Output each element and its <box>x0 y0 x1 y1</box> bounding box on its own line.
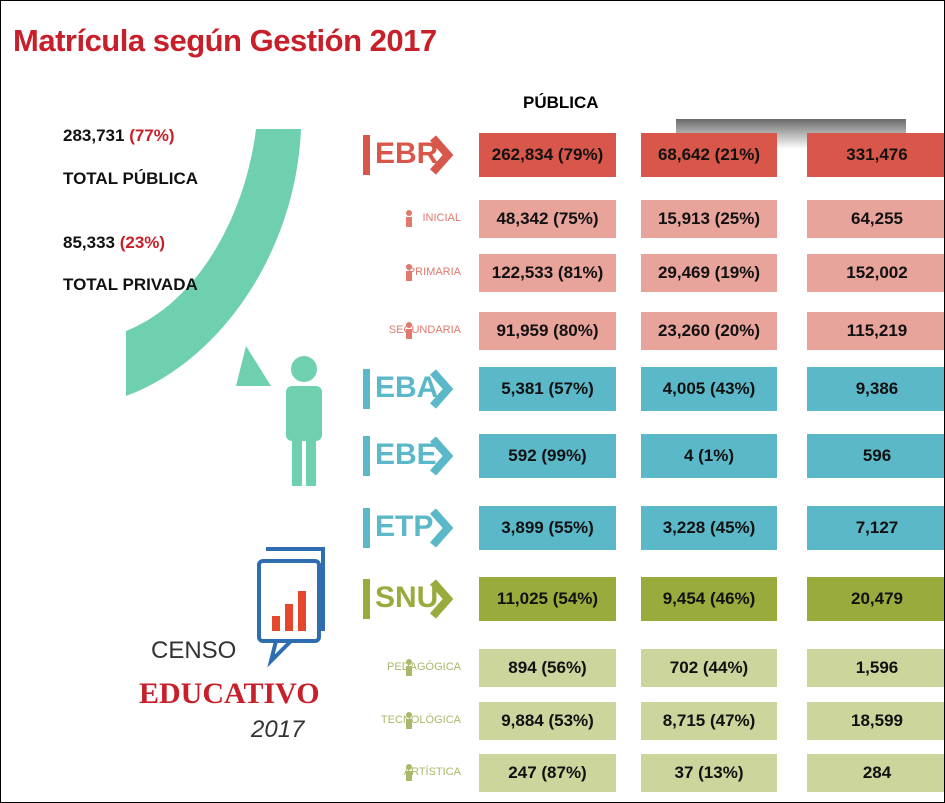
logo-line: 2017 <box>251 716 304 744</box>
value: 283,731 <box>63 126 124 145</box>
cell: 48,342 (75%) <box>479 200 616 238</box>
infographic: Matrícula según Gestión 2017 283,731 (77… <box>0 0 945 803</box>
sub-label: SECUNDARIA <box>341 324 461 336</box>
page: Matrícula según Gestión 2017 283,731 (77… <box>0 0 945 803</box>
cell: 3,228 (45%) <box>641 506 777 550</box>
cell: 37 (13%) <box>641 754 777 792</box>
cell: 68,642 (21%) <box>641 133 777 177</box>
pct: (77%) <box>129 126 174 145</box>
sub-label: PRIMARIA <box>341 266 461 278</box>
cell: 64,255 <box>807 200 945 238</box>
cell: 262,834 (79%) <box>479 133 616 177</box>
cell: 3,899 (55%) <box>479 506 616 550</box>
cell: 15,913 (25%) <box>641 200 777 238</box>
cell: 7,127 <box>807 506 945 550</box>
cell: 9,884 (53%) <box>479 702 616 740</box>
private-total: 85,333 (23%) <box>63 233 165 253</box>
arrow-tip <box>236 346 271 386</box>
cell: 9,386 <box>807 367 945 411</box>
label-bracket <box>363 579 370 619</box>
cell: 11,025 (54%) <box>479 577 616 621</box>
cell: 1,596 <box>807 649 945 687</box>
group-label: ETP <box>375 510 433 544</box>
cell: 9,454 (46%) <box>641 577 777 621</box>
label-bracket <box>363 436 370 476</box>
cell: 20,479 <box>807 577 945 621</box>
cell: 4 (1%) <box>641 434 777 478</box>
cell: 29,469 (19%) <box>641 254 777 292</box>
value: 85,333 <box>63 233 115 252</box>
public-label: TOTAL PÚBLICA <box>63 169 198 189</box>
sub-label: ARTÍSTICA <box>341 766 461 778</box>
cell: 247 (87%) <box>479 754 616 792</box>
cell: 596 <box>807 434 945 478</box>
label-bracket <box>363 135 370 175</box>
sub-label: INICIAL <box>341 212 461 224</box>
cell: 4,005 (43%) <box>641 367 777 411</box>
group-label: EBE <box>375 438 437 472</box>
cell: 23,260 (20%) <box>641 312 777 350</box>
group-label: SNU <box>375 581 438 615</box>
label-chevron <box>433 511 448 545</box>
cell: 702 (44%) <box>641 649 777 687</box>
cell: 91,959 (80%) <box>479 312 616 350</box>
cell: 122,533 (81%) <box>479 254 616 292</box>
cell: 592 (99%) <box>479 434 616 478</box>
cell: 8,715 (47%) <box>641 702 777 740</box>
cell: 5,381 (57%) <box>479 367 616 411</box>
cell: 894 (56%) <box>479 649 616 687</box>
logo-line: CENSO <box>151 637 236 665</box>
sub-label: TECNOLÓGICA <box>341 714 461 726</box>
cell: 18,599 <box>807 702 945 740</box>
public-total: 283,731 (77%) <box>63 126 175 146</box>
person-icon <box>286 356 322 486</box>
cell: 152,002 <box>807 254 945 292</box>
column-header: PÚBLICA <box>523 93 599 113</box>
private-label: TOTAL PRIVADA <box>63 275 198 295</box>
pct: (23%) <box>120 233 165 252</box>
group-label: EBR <box>375 137 438 171</box>
cell: 331,476 <box>807 133 945 177</box>
bars-icon <box>272 591 306 631</box>
logo-line: EDUCATIVO <box>139 677 320 711</box>
group-label: EBA <box>375 371 438 405</box>
cell: 284 <box>807 754 945 792</box>
label-bracket <box>363 369 370 409</box>
sub-label: PEDAGÓGICA <box>341 661 461 673</box>
title: Matrícula según Gestión 2017 <box>13 23 437 59</box>
cell: 115,219 <box>807 312 945 350</box>
label-bracket <box>363 508 370 548</box>
